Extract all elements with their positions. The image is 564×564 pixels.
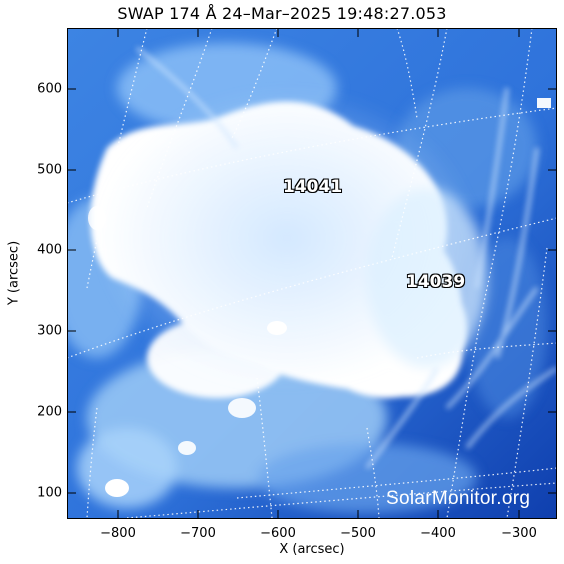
x-tick-label: −500	[340, 526, 376, 541]
y-tick-label: 300	[37, 323, 62, 339]
solarmonitor-watermark: SolarMonitor.org	[386, 488, 531, 509]
x-tick-label: −400	[420, 526, 456, 541]
image-title: SWAP 174 Å 24–Mar–2025 19:48:27.053	[117, 4, 447, 23]
heliographic-grid	[67, 28, 557, 518]
x-tick-label: −800	[100, 526, 136, 541]
y-tick-label: 100	[37, 485, 62, 501]
x-tick-label: −600	[260, 526, 296, 541]
x-axis-label: X (arcsec)	[279, 542, 345, 557]
solar-image-panel	[67, 28, 557, 518]
y-tick-label: 500	[37, 162, 62, 178]
y-tick-label: 600	[37, 81, 62, 97]
active-region-label-14039: 14039	[406, 272, 466, 292]
y-tick-label: 200	[37, 404, 62, 420]
y-axis-label: Y (arcsec)	[6, 240, 22, 306]
bright-kernels	[88, 98, 551, 497]
y-tick-label: 400	[37, 242, 62, 258]
solar-image-svg	[67, 28, 557, 518]
coronal-loops	[135, 46, 557, 470]
x-tick-label: −700	[180, 526, 216, 541]
x-tick-label: −300	[501, 526, 537, 541]
active-region-glow	[97, 88, 487, 388]
active-region-label-14041: 14041	[283, 177, 343, 197]
